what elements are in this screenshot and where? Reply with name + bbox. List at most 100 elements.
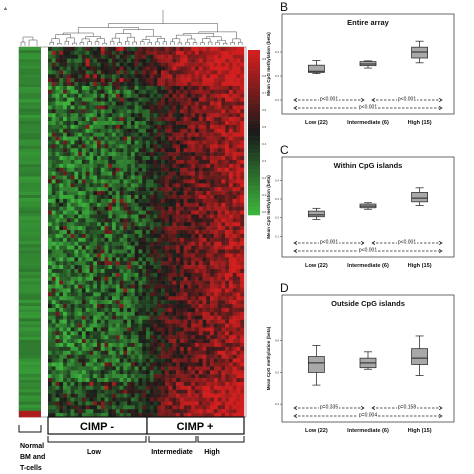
heatmap-cell [153, 393, 158, 398]
heatmap-cell [134, 78, 139, 83]
heatmap-cell [149, 128, 154, 133]
heatmap-cell [85, 163, 90, 168]
heatmap-cell [81, 272, 86, 278]
heatmap-cell [149, 346, 154, 352]
heatmap-cell [183, 257, 188, 262]
heatmap-cell [225, 249, 230, 254]
heatmap-cell [183, 183, 188, 188]
heatmap-cell [221, 393, 226, 398]
heatmap-cell [161, 230, 166, 235]
heatmap-cell [48, 358, 53, 363]
heatmap-cell [213, 249, 218, 254]
heatmap-cell [149, 331, 154, 336]
heatmap-cell [78, 117, 83, 122]
heatmap-cell [183, 105, 188, 110]
heatmap-cell [51, 202, 56, 207]
heatmap-cell [149, 358, 154, 363]
heatmap-cell [123, 58, 128, 63]
heatmap-cell [183, 327, 188, 332]
heatmap-cell [228, 389, 233, 394]
heatmap-cell [142, 327, 147, 332]
heatmap-cell [146, 327, 151, 332]
heatmap-cell [187, 245, 192, 250]
heatmap-cell [187, 105, 192, 110]
normal-cell [19, 287, 41, 291]
heatmap-cell [70, 354, 75, 359]
heatmap-cell [161, 132, 166, 137]
heatmap-cell [236, 148, 241, 153]
heatmap-cell [228, 82, 233, 87]
heatmap-cell [85, 167, 90, 172]
heatmap-cell [187, 350, 192, 355]
heatmap-cell [225, 343, 230, 348]
heatmap-cell [55, 292, 60, 297]
heatmap-cell [217, 218, 222, 223]
heatmap-cell [108, 389, 113, 394]
heatmap-cell [59, 413, 64, 418]
heatmap-cell [138, 85, 143, 91]
heatmap-cell [59, 50, 64, 56]
heatmap-cell [127, 366, 132, 371]
heatmap-cell [100, 187, 105, 192]
heatmap-cell [146, 93, 151, 98]
heatmap-cell [130, 179, 135, 184]
heatmap-cell [89, 171, 94, 176]
heatmap-cell [187, 198, 192, 204]
heatmap-cell [172, 50, 177, 56]
heatmap-cell [74, 140, 79, 145]
heatmap-cell [232, 261, 237, 266]
heatmap-cell [100, 124, 105, 130]
heatmap-cell [81, 74, 86, 79]
heatmap-cell [210, 195, 215, 200]
heatmap-cell [138, 140, 143, 145]
heatmap-cell [198, 206, 203, 211]
heatmap-cell [221, 405, 226, 410]
heatmap-cell [153, 113, 158, 118]
heatmap-cell [187, 183, 192, 188]
heatmap-cell [130, 245, 135, 250]
normal-cell [19, 413, 41, 418]
heatmap-cell [85, 327, 90, 332]
normal-cell [19, 281, 41, 285]
heatmap-cell [55, 202, 60, 207]
heatmap-cell [115, 70, 120, 75]
heatmap-cell [153, 66, 158, 71]
heatmap-cell [191, 381, 196, 387]
heatmap-cell [55, 179, 60, 184]
heatmap-cell [138, 272, 143, 278]
heatmap-cell [191, 132, 196, 137]
heatmap-cell [130, 113, 135, 118]
heatmap-cell [78, 300, 83, 305]
heatmap-cell [179, 265, 184, 270]
heatmap-cell [112, 346, 117, 352]
heatmap-cell [123, 292, 128, 297]
heatmap-cell [119, 245, 124, 250]
heatmap-cell [134, 144, 139, 149]
heatmap-cell [108, 89, 113, 94]
heatmap-cell [51, 93, 56, 98]
heatmap-cell [112, 323, 117, 328]
heatmap-cell [115, 74, 120, 79]
heatmap-cell [183, 385, 188, 390]
heatmap-cell [130, 202, 135, 207]
heatmap-cell [210, 58, 215, 63]
heatmap-cell [63, 101, 68, 106]
heatmap-cell [70, 202, 75, 207]
heatmap-cell [146, 300, 151, 305]
heatmap-cell [228, 237, 233, 242]
heatmap-cell [85, 335, 90, 340]
heatmap-cell [81, 54, 86, 59]
heatmap-cell [127, 397, 132, 402]
heatmap-cell [100, 179, 105, 184]
heatmap-cell [97, 233, 102, 239]
heatmap-cell [176, 354, 181, 359]
heatmap-cell [142, 393, 147, 398]
heatmap-cell [100, 339, 105, 344]
heatmap-cell [172, 121, 177, 126]
heatmap-cell [97, 370, 102, 375]
heatmap-cell [157, 214, 162, 219]
heatmap-cell [112, 82, 117, 87]
heatmap-cell [206, 304, 211, 309]
heatmap-cell [123, 156, 128, 161]
heatmap-cell [217, 109, 222, 114]
